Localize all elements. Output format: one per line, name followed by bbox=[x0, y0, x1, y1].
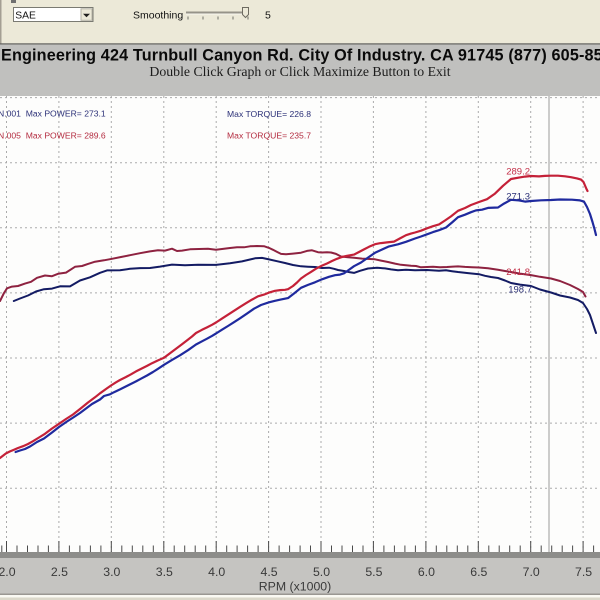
svg-text:Smoothing: Smoothing bbox=[133, 10, 183, 22]
svg-text:7.5: 7.5 bbox=[575, 565, 592, 579]
svg-text:271.3: 271.3 bbox=[506, 192, 530, 203]
svg-text:289.2: 289.2 bbox=[506, 167, 530, 178]
svg-text:Max TORQUE= 226.8: Max TORQUE= 226.8 bbox=[227, 109, 311, 119]
svg-text:Double Click Graph or Click Ma: Double Click Graph or Click Maximize But… bbox=[149, 64, 450, 79]
svg-text:3.0: 3.0 bbox=[103, 565, 120, 579]
svg-text:6.5: 6.5 bbox=[470, 565, 487, 579]
svg-text:Engineering 424 Turnbull Canyo: Engineering 424 Turnbull Canyon Rd. City… bbox=[1, 47, 600, 65]
svg-text:2.5: 2.5 bbox=[51, 565, 68, 579]
svg-text:RPM (x1000): RPM (x1000) bbox=[259, 580, 331, 594]
svg-text:7.0: 7.0 bbox=[523, 565, 540, 579]
svg-text:2.0: 2.0 bbox=[0, 565, 16, 579]
svg-text:5: 5 bbox=[265, 10, 271, 22]
svg-text:Max TORQUE= 235.7: Max TORQUE= 235.7 bbox=[227, 131, 311, 141]
svg-text:SAE: SAE bbox=[15, 10, 36, 21]
svg-text:6.0: 6.0 bbox=[418, 565, 435, 579]
svg-text:5.5: 5.5 bbox=[365, 565, 382, 579]
svg-text:N.005 Max POWER= 289.6: N.005 Max POWER= 289.6 bbox=[0, 131, 106, 141]
svg-text:198.7: 198.7 bbox=[508, 285, 532, 296]
svg-text:3.5: 3.5 bbox=[156, 565, 173, 579]
svg-text:5.0: 5.0 bbox=[313, 565, 330, 579]
svg-text:N.001 Max POWER= 273.1: N.001 Max POWER= 273.1 bbox=[0, 109, 106, 119]
svg-text:241.8: 241.8 bbox=[506, 267, 530, 278]
svg-text:4.5: 4.5 bbox=[261, 565, 278, 579]
svg-text:4.0: 4.0 bbox=[208, 565, 225, 579]
